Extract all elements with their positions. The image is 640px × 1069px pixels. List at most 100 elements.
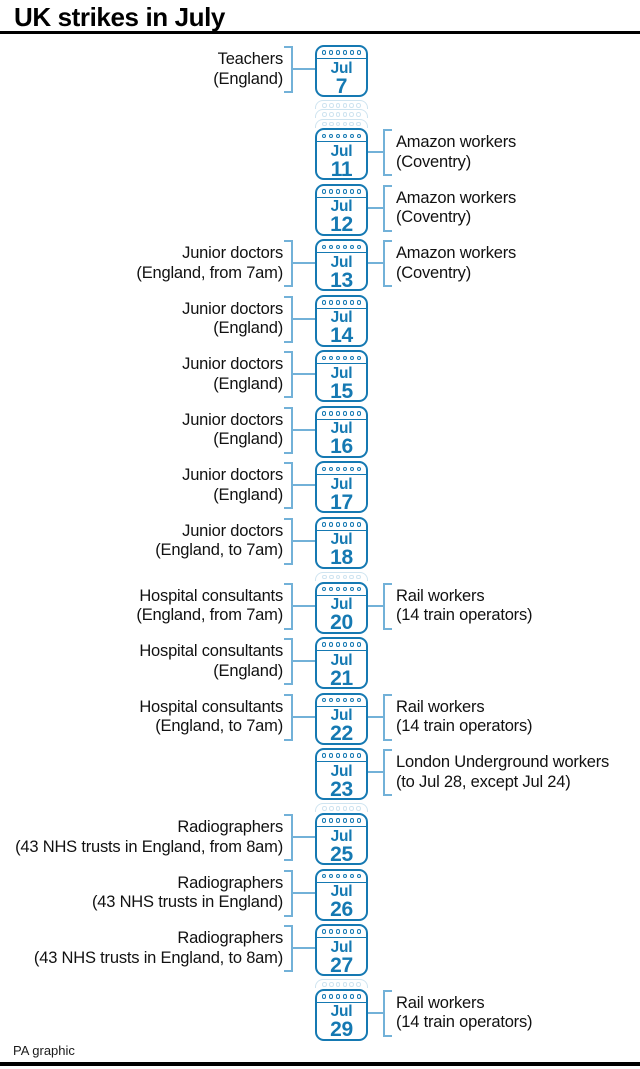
calendar-day-number: 16 (330, 435, 353, 459)
strike-row-jul-22: Jul 22 Hospital consultants (England, to 7a… (0, 692, 640, 746)
binder-ring-icon (342, 697, 348, 703)
calendar-day-number: 22 (330, 722, 353, 746)
left-bracket-connector (293, 317, 315, 320)
title-divider (0, 31, 640, 34)
strike-group-detail: (England, to 7am) (155, 717, 283, 736)
binder-ring-icon (321, 244, 327, 250)
right-bracket (383, 693, 392, 741)
ghost-binder-ring-icon (322, 112, 327, 117)
binder-ring-icon (342, 522, 348, 527)
left-label: Teachers (England) (213, 50, 283, 89)
binder-ring-icon (342, 586, 348, 592)
strike-group-name: Radiographers (177, 818, 283, 836)
binder-ring-icon (335, 642, 341, 647)
ghost-binder-ring-icon (322, 806, 327, 811)
strike-group-detail: (43 NHS trusts in England, from 8am) (15, 837, 283, 856)
strike-row-jul-12: Jul 12 Amazon workers (Coventry) (0, 183, 640, 236)
strike-group-detail: (England) (213, 430, 283, 449)
binder-ring-icon (342, 50, 348, 55)
ghost-binder-ring-icon (349, 112, 354, 117)
right-bracket (383, 582, 392, 630)
strike-group-name: Rail workers (396, 697, 485, 716)
binder-ring-icon (335, 411, 341, 416)
strike-group-detail: (Coventry) (396, 263, 472, 282)
left-bracket-connector (293, 715, 315, 718)
binder-ring-icon (356, 753, 362, 758)
binder-ring-icon (335, 300, 341, 305)
ghost-binder-ring-icon (342, 112, 348, 117)
ghost-binder-ring-icon (349, 982, 354, 987)
binder-ring-icon (328, 586, 334, 592)
binder-ring-icon (328, 355, 334, 361)
binder-ring-icon (342, 300, 348, 305)
binder-ring-icon (335, 929, 341, 934)
right-label: Rail workers (14 train operators) (396, 993, 533, 1033)
ghost-binder-ring-icon (335, 112, 341, 117)
calendar-day-number: 14 (330, 324, 353, 348)
calendar-month-label: Jul (330, 253, 353, 271)
strike-group-name: London Underground workers (396, 753, 610, 772)
calendar-binding-strip (317, 241, 366, 254)
calendar-binding-strip (317, 815, 366, 827)
left-bracket (284, 693, 293, 741)
ghost-binder-ring-icon (329, 575, 334, 580)
left-bracket (284, 582, 293, 630)
binder-ring-icon (349, 586, 355, 592)
strike-group-detail: (England, to 7am) (155, 541, 283, 560)
ghost-binder-ring-icon (335, 103, 341, 108)
binder-ring-icon (328, 300, 334, 305)
strike-group-name: Junior doctors (182, 466, 283, 485)
strike-group-name: Radiographers (177, 873, 283, 892)
calendar-month-label: Jul (330, 531, 353, 549)
calendar-binding-strip (317, 352, 366, 365)
left-bracket (284, 295, 293, 343)
strike-row-jul-14: Jul 14 Junior doctors (England) (0, 294, 640, 348)
binder-ring-icon (328, 50, 334, 55)
strike-row-jul-25: Jul 25 Radiographers (43 NHS trusts in Engl… (0, 813, 640, 865)
calendar-binding-strip (317, 130, 366, 143)
calendar-icon-jul-12: Jul 12 (315, 183, 368, 236)
strike-group-detail: (Coventry) (396, 152, 472, 171)
calendar-month-label: Jul (330, 142, 353, 160)
binder-ring-icon (328, 411, 334, 416)
binder-ring-icon (321, 873, 327, 879)
binder-ring-icon (349, 189, 355, 194)
binder-ring-icon (335, 697, 341, 703)
binder-ring-icon (321, 133, 327, 139)
calendar-day-number: 11 (330, 157, 353, 181)
ghost-calendar-jul-24 (315, 803, 368, 813)
binder-ring-icon (335, 994, 341, 999)
calendar-day-number: 18 (330, 546, 353, 570)
left-label: Radiographers (43 NHS trusts in England, … (15, 818, 283, 857)
binder-ring-icon (342, 133, 348, 139)
binder-ring-icon (342, 818, 348, 823)
calendar-icon-jul-17: Jul 17 (315, 461, 368, 514)
left-bracket-connector (293, 836, 315, 838)
binder-ring-icon (356, 642, 362, 647)
binder-ring-icon (349, 355, 355, 361)
strike-group-detail: (43 NHS trusts in England) (91, 893, 283, 911)
left-label: Radiographers (43 NHS trusts in England, … (34, 929, 283, 968)
left-label: Junior doctors (England) (182, 411, 283, 450)
calendar-month-label: Jul (330, 198, 353, 216)
strike-row-jul-17: Jul 17 Junior doctors (England) (0, 461, 640, 514)
binder-ring-icon (342, 411, 348, 416)
strike-group-name: Junior doctors (182, 355, 283, 374)
calendar-month-label: Jul (330, 420, 353, 438)
binder-ring-icon (342, 189, 348, 194)
strike-row-jul-27: Jul 27 Radiographers (43 NHS trusts in Engl… (0, 924, 640, 976)
strike-group-name: Amazon workers (396, 188, 517, 207)
binder-ring-icon (328, 466, 334, 472)
ghost-calendar-jul-9 (315, 109, 368, 119)
calendar-day-number: 25 (330, 842, 353, 866)
left-label: Hospital consultants (England, to 7am) (139, 698, 283, 737)
strike-row-jul-13: Jul 13 Junior doctors (England, from 7am) Am… (0, 239, 640, 292)
binder-ring-icon (335, 586, 341, 592)
calendar-icon-jul-14: Jul 14 (315, 294, 368, 348)
strike-group-detail: (to Jul 28, except Jul 24) (396, 772, 571, 791)
strike-group-name: Rail workers (396, 993, 485, 1012)
calendar-day-number: 23 (330, 777, 353, 801)
ghost-binder-ring-icon (329, 103, 334, 108)
strike-group-name: Radiographers (177, 929, 283, 947)
